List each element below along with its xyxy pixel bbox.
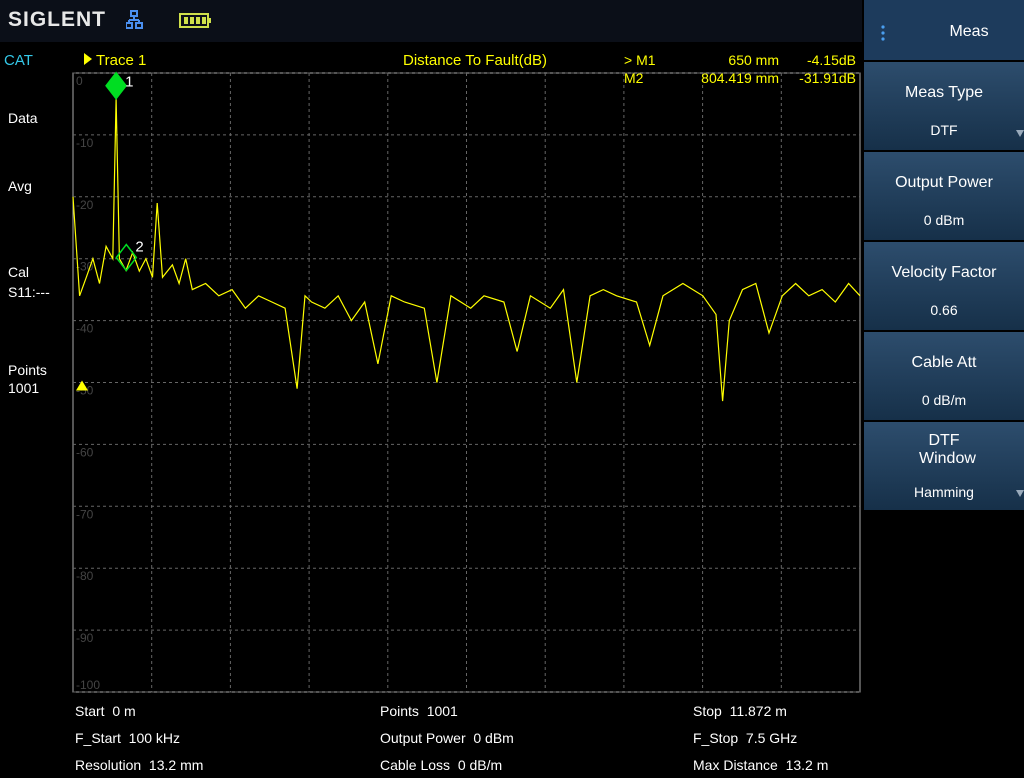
button-label: Meas Type: [905, 84, 983, 101]
footer-text: Start 0 m: [75, 703, 136, 719]
button-label: Velocity Factor: [891, 264, 997, 281]
footer-text: Stop 11.872 m: [693, 703, 787, 719]
marker-label: 1: [125, 74, 133, 91]
footer-text: Max Distance 13.2 m: [693, 757, 828, 773]
button-label: DTF Window: [919, 432, 976, 467]
marker-distance: 804.419 mm: [701, 70, 779, 86]
marker-name: M2: [624, 70, 644, 86]
menu-button[interactable]: Meas Type DTF: [864, 62, 1024, 150]
marker-distance: 650 mm: [728, 52, 779, 68]
y-tick-label: -80: [76, 569, 94, 583]
y-tick-label: -90: [76, 631, 94, 645]
y-tick-label: -40: [76, 322, 94, 336]
footer-text: Output Power 0 dBm: [380, 730, 514, 746]
footer-text: Resolution 13.2 mm: [75, 757, 203, 773]
mode-label: CAT: [4, 52, 33, 69]
menu-button[interactable]: Cable Att 0 dB/m: [864, 332, 1024, 420]
marker: [115, 243, 138, 272]
side-label: Cal: [8, 264, 30, 280]
button-value: 0 dBm: [923, 212, 965, 228]
menu-title: Meas: [949, 23, 989, 40]
y-tick-label: -30: [76, 260, 94, 274]
reference-level: [76, 380, 88, 391]
button-value: DTF: [930, 122, 958, 138]
button-label: Output Power: [895, 174, 993, 191]
y-tick-label: -20: [76, 198, 94, 212]
y-tick-label: -10: [76, 136, 94, 150]
menu-dots: [881, 25, 885, 41]
side-label: Data: [8, 110, 38, 126]
button-value: Hamming: [914, 484, 974, 500]
button-label: Cable Att: [911, 354, 977, 371]
side-label: Avg: [8, 178, 32, 194]
top-bar: [0, 0, 862, 42]
marker-level: -31.91dB: [799, 70, 856, 86]
side-label: S11:---: [8, 284, 50, 300]
button-value: 0.66: [930, 302, 958, 318]
y-tick-label: -60: [76, 445, 94, 459]
marker-label: 2: [135, 239, 143, 256]
menu-header[interactable]: Meas: [864, 0, 1024, 60]
side-label: 1001: [8, 380, 40, 396]
chart-title: Distance To Fault(dB): [403, 52, 547, 69]
trace: [72, 98, 861, 402]
footer-text: F_Start 100 kHz: [75, 730, 180, 746]
footer-text: Cable Loss 0 dB/m: [380, 757, 502, 773]
marker: [105, 71, 128, 100]
button-value: 0 dB/m: [921, 392, 967, 408]
dropdown-arrow: [1016, 490, 1024, 497]
y-tick-label: -100: [76, 678, 100, 692]
trace-icon: [84, 53, 92, 65]
dropdown-arrow: [1016, 130, 1024, 137]
menu-button[interactable]: Output Power 0 dBm: [864, 152, 1024, 240]
marker-level: -4.15dB: [807, 52, 856, 68]
status-icons: [126, 10, 211, 29]
trace-label: Trace 1: [96, 52, 146, 69]
menu-button[interactable]: DTF Window Hamming: [864, 422, 1024, 510]
menu-button[interactable]: Velocity Factor 0.66: [864, 242, 1024, 330]
y-tick-label: 0: [76, 74, 83, 88]
footer-text: F_Stop 7.5 GHz: [693, 730, 797, 746]
brand: SIGLENT: [8, 8, 107, 31]
side-label: Points: [8, 362, 47, 378]
y-tick-label: -70: [76, 507, 94, 521]
footer-text: Points 1001: [380, 703, 458, 719]
marker-name: > M1: [624, 52, 656, 68]
